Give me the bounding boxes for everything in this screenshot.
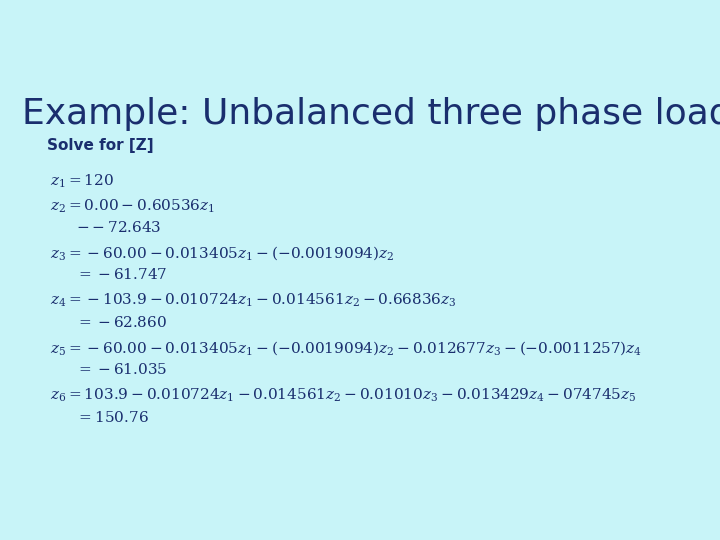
Text: $= -61.035$: $= -61.035$ — [76, 362, 167, 377]
Text: Solve for [Z]: Solve for [Z] — [47, 138, 153, 153]
Text: $z_5 = -60.00 - 0.013405z_1 - (-0.0019094)z_2 - 0.012677z_3 - (-0.0011257)z_4$: $z_5 = -60.00 - 0.013405z_1 - (-0.001909… — [50, 339, 642, 357]
Text: $= -61.747$: $= -61.747$ — [76, 267, 167, 282]
Text: $= 150.76$: $= 150.76$ — [76, 410, 148, 425]
Text: $- -72.643$: $- -72.643$ — [76, 220, 161, 235]
Text: Example: Unbalanced three phase load: Example: Unbalanced three phase load — [22, 97, 720, 131]
Text: $z_1 = 120$: $z_1 = 120$ — [50, 173, 114, 190]
Text: $z_4 = -103.9 - 0.010724z_1 - 0.014561z_2 - 0.66836z_3$: $z_4 = -103.9 - 0.010724z_1 - 0.014561z_… — [50, 292, 457, 309]
Text: $z_2 = 0.00 - 0.60536z_1$: $z_2 = 0.00 - 0.60536z_1$ — [50, 197, 215, 214]
Text: $= -62.860$: $= -62.860$ — [76, 315, 166, 330]
Text: $z_3 = -60.00 - 0.013405z_1 - (-0.0019094)z_2$: $z_3 = -60.00 - 0.013405z_1 - (-0.001909… — [50, 244, 395, 262]
Text: $z_6 = 103.9 - 0.010724z_1 - 0.014561z_2 - 0.01010z_3 - 0.013429z_4 - 074745z_5$: $z_6 = 103.9 - 0.010724z_1 - 0.014561z_2… — [50, 387, 637, 404]
